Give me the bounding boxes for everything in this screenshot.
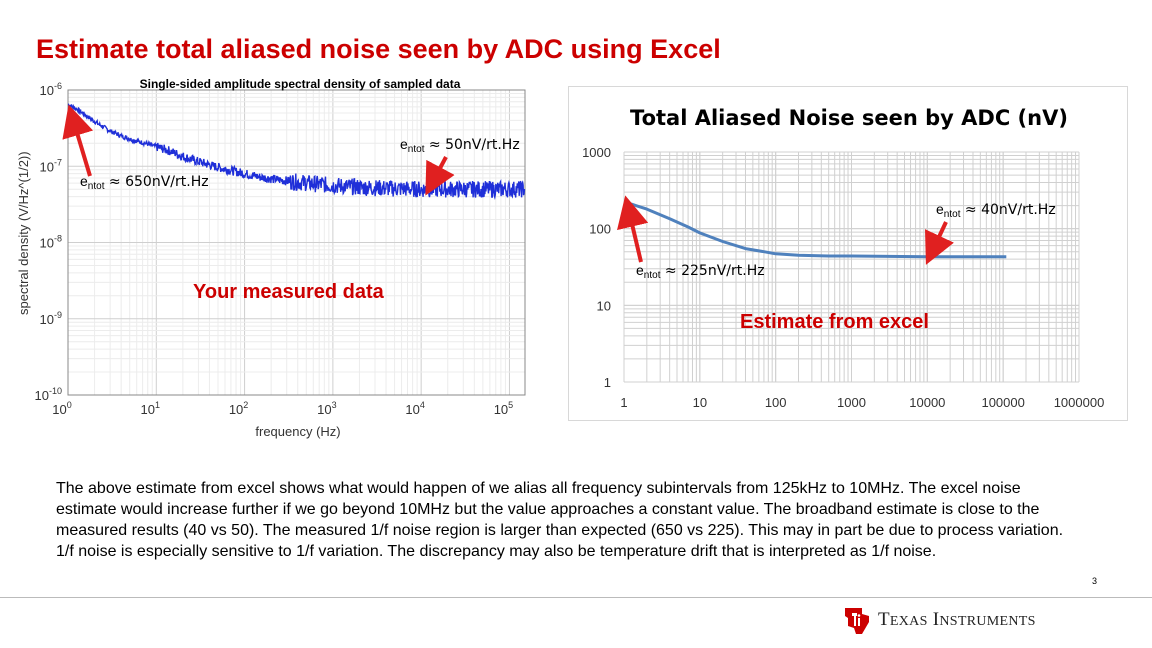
ti-wordmark: TEXAS INSTRUMENTS — [878, 609, 1036, 630]
explanation-paragraph: The above estimate from excel shows what… — [56, 480, 1064, 560]
excel-series-line — [623, 200, 1007, 259]
left-y-tick-exp: -9 — [54, 310, 62, 320]
arrow-left-high — [62, 104, 94, 177]
left-x-tick-exp: 4 — [420, 400, 425, 410]
ti-logo-icon — [845, 608, 869, 634]
annotation-left-high: entot ≈ 650nV/rt.Hz — [80, 173, 209, 192]
left-x-tick-exp: 2 — [243, 400, 248, 410]
left-chart-title: Single-sided amplitude spectral density … — [140, 77, 461, 91]
left-y-tick-exp: -8 — [54, 234, 62, 244]
left-plot-frame — [67, 89, 526, 396]
right-y-tick-label: 10 — [597, 298, 611, 313]
right-chart-series — [623, 200, 1007, 259]
texas-instruments-logo: TEXAS INSTRUMENTS — [842, 602, 1082, 638]
right-chart-grid — [623, 151, 1080, 383]
excel-aliased-noise-chart: Total Aliased Noise seen by ADC (nV) 1 10… — [568, 86, 1128, 421]
left-chart-ylabel: spectral density (V/Hz^(1/2)) — [16, 151, 31, 315]
left-x-tick-exp: 5 — [508, 400, 513, 410]
measured-spectral-density-chart: Single-sided amplitude spectral density … — [16, 77, 526, 439]
right-y-tick-label: 100 — [589, 222, 611, 237]
annotation-left-low: entot ≈ 50nV/rt.Hz — [400, 136, 520, 155]
slide-title: Estimate total aliased noise seen by ADC… — [36, 34, 721, 64]
arrow-right-low — [925, 221, 954, 265]
right-chart-title: Total Aliased Noise seen by ADC (nV) — [630, 106, 1068, 130]
callout-measured-data: Your measured data — [193, 281, 384, 303]
left-x-tick-exp: 3 — [332, 400, 337, 410]
right-x-tick-label: 1000 — [837, 395, 866, 410]
right-x-tick-label: 10 — [693, 395, 707, 410]
callout-excel-estimate: Estimate from excel — [740, 311, 929, 333]
left-chart-xlabel: frequency (Hz) — [255, 424, 340, 439]
page-number: 3 — [1092, 576, 1098, 586]
annotation-right-low: entot ≈ 40nV/rt.Hz — [936, 201, 1056, 220]
right-chart-ticks: 1 10 100 1000 10000 100000 1000000 1 10 100 1000 — [582, 145, 1104, 410]
left-y-tick-exp: -10 — [49, 386, 62, 396]
footer-divider — [0, 597, 1152, 598]
left-x-tick-exp: 1 — [155, 400, 160, 410]
annotation-right-high: entot ≈ 225nV/rt.Hz — [636, 262, 765, 281]
arrow-left-low — [425, 156, 455, 196]
right-x-tick-label: 100000 — [981, 395, 1024, 410]
left-x-tick-exp: 0 — [67, 400, 72, 410]
right-x-tick-label: 1000000 — [1054, 395, 1105, 410]
right-x-tick-label: 10000 — [909, 395, 945, 410]
right-x-tick-label: 100 — [765, 395, 787, 410]
arrow-right-high — [617, 195, 649, 263]
left-y-tick-exp: -6 — [54, 81, 62, 91]
right-x-tick-label: 1 — [620, 395, 627, 410]
annotation-arrows — [62, 104, 954, 265]
left-y-tick-exp: -7 — [54, 157, 62, 167]
right-y-tick-label: 1 — [604, 375, 611, 390]
right-y-tick-label: 1000 — [582, 145, 611, 160]
